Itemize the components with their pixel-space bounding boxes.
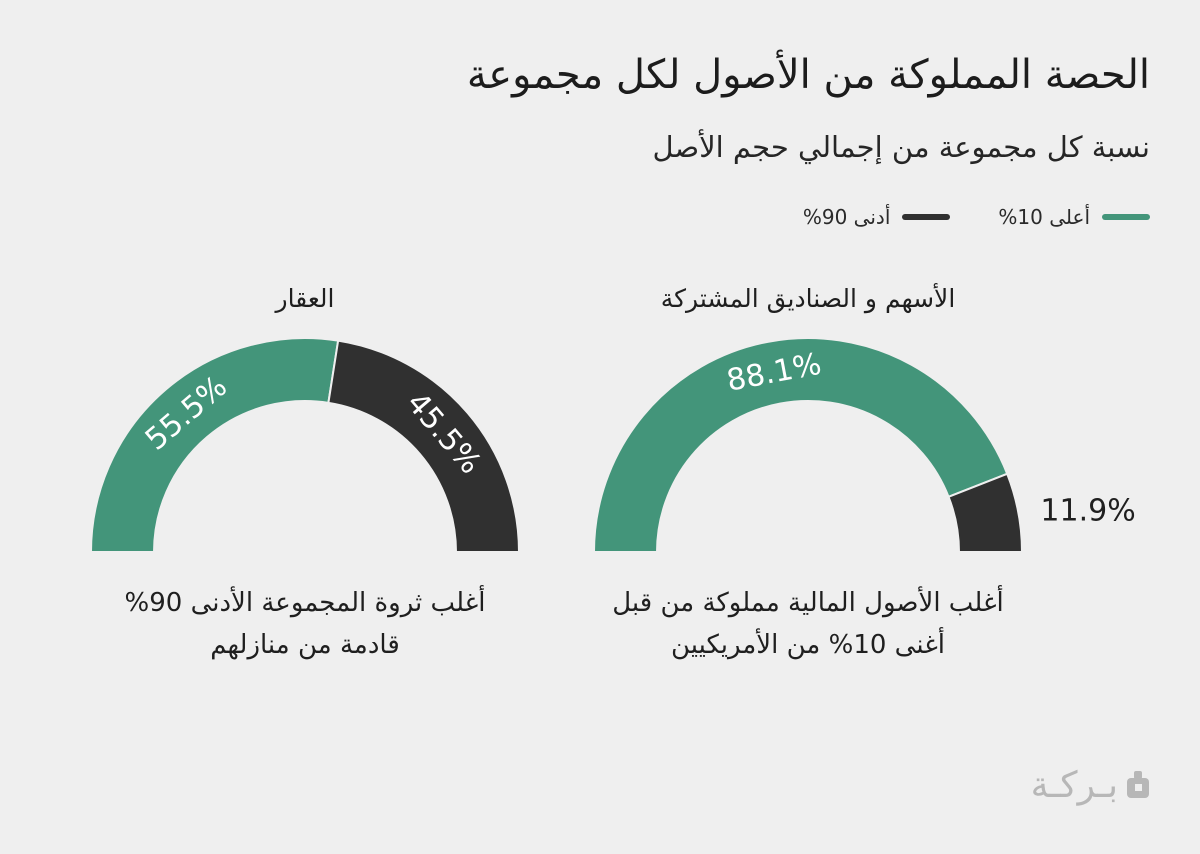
- caption-stocks: أغلب الأصول المالية مملوكة من قبل أغنى 1…: [612, 582, 1004, 666]
- baraka-logo-icon: [1127, 770, 1149, 798]
- gauge-stocks-segment-bottom90: [947, 472, 1024, 553]
- caption-real-estate: أغلب ثروة المجموعة الأدنى 90% قادمة من م…: [124, 582, 485, 666]
- panel-title-stocks: الأسهم و الصناديق المشتركة: [660, 284, 956, 313]
- legend-label-bottom90: أدنى 90%: [802, 205, 891, 229]
- legend-item-bottom90: أدنى 90%: [803, 205, 951, 229]
- caption-stocks-line2: أغنى 10% من الأمريكيين: [670, 630, 946, 660]
- gauge-real-estate-segment-bottom90: [327, 339, 521, 553]
- caption-stocks-line1: أغلب الأصول المالية مملوكة من قبل: [612, 588, 1004, 618]
- legend: أعلى 10% أدنى 90%: [803, 203, 1150, 231]
- gauge-stocks-segment-top10: [592, 337, 1009, 553]
- legend-swatch-top10: [1102, 214, 1150, 220]
- caption-real-estate-line2: قادمة من منازلهم: [210, 630, 400, 660]
- legend-swatch-bottom90: [902, 214, 951, 220]
- gauge-real-estate-segment-top10: [89, 337, 340, 553]
- panel-title-real-estate: العقار: [275, 284, 335, 313]
- legend-label-top10: أعلى 10%: [998, 205, 1090, 229]
- logo-text: بـركـة: [1030, 765, 1118, 806]
- gauge-stocks-label-bottom90: 11.9%: [1040, 494, 1135, 529]
- caption-real-estate-line1: أغلب ثروة المجموعة الأدنى 90%: [124, 588, 486, 618]
- chart-subtitle: نسبة كل مجموعة من إجمالي حجم الأصل: [652, 130, 1150, 164]
- brand-logo: بـركـة: [1031, 765, 1152, 806]
- chart-title: الحصة المملوكة من الأصول لكل مجموعة: [466, 52, 1150, 98]
- legend-item-top10: أعلى 10%: [998, 205, 1150, 229]
